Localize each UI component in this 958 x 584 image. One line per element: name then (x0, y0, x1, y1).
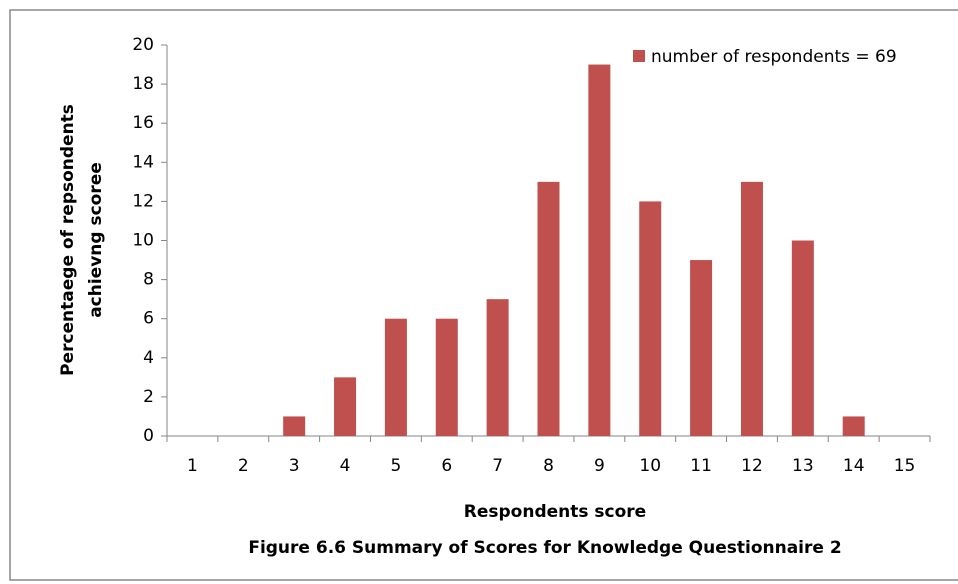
x-tick-label: 2 (238, 456, 249, 476)
y-tick-label: 20 (132, 35, 154, 55)
x-tick-label: 10 (639, 456, 661, 476)
x-tick-label: 5 (390, 456, 401, 476)
y-tick-label: 4 (143, 348, 154, 368)
y-tick-label: 14 (132, 152, 154, 172)
x-tick-label: 14 (843, 456, 865, 476)
bar (842, 416, 865, 436)
legend-label: number of respondents = 69 (651, 47, 897, 67)
bar (639, 201, 662, 436)
y-tick-label: 2 (143, 387, 154, 407)
bar (486, 299, 509, 436)
x-tick-label: 15 (894, 456, 916, 476)
x-tick-label: 12 (741, 456, 763, 476)
bar (740, 181, 763, 436)
bar (283, 416, 306, 436)
caption: Figure 6.6 Summary of Scores for Knowled… (248, 538, 841, 558)
x-tick-label: 3 (289, 456, 300, 476)
x-tick-label: 7 (492, 456, 503, 476)
x-tick-label: 4 (340, 456, 351, 476)
x-tick-label: 1 (187, 456, 198, 476)
legend-swatch (633, 50, 645, 62)
bar (435, 318, 458, 436)
y-axis-label: Percentaege of repsondents (58, 104, 78, 376)
x-tick-label: 13 (792, 456, 814, 476)
chart-frame (9, 9, 958, 581)
y-tick-label: 18 (132, 74, 154, 94)
bar (334, 377, 357, 436)
y-tick-label: 6 (143, 309, 154, 329)
y-tick-label: 16 (132, 113, 154, 133)
x-tick-label: 9 (594, 456, 605, 476)
x-tick-label: 8 (543, 456, 554, 476)
x-tick-label: 6 (441, 456, 452, 476)
y-tick-label: 10 (132, 231, 154, 251)
x-tick-label: 11 (690, 456, 712, 476)
y-axis-label: achievng scoree (86, 162, 106, 318)
bar (791, 240, 814, 436)
bar (384, 318, 407, 436)
bar (588, 64, 611, 437)
y-tick-label: 0 (143, 426, 154, 446)
y-tick-label: 12 (132, 191, 154, 211)
bar (537, 181, 560, 436)
bar (690, 260, 713, 436)
y-tick-label: 8 (143, 270, 154, 290)
x-axis-label: Respondents score (464, 502, 646, 522)
